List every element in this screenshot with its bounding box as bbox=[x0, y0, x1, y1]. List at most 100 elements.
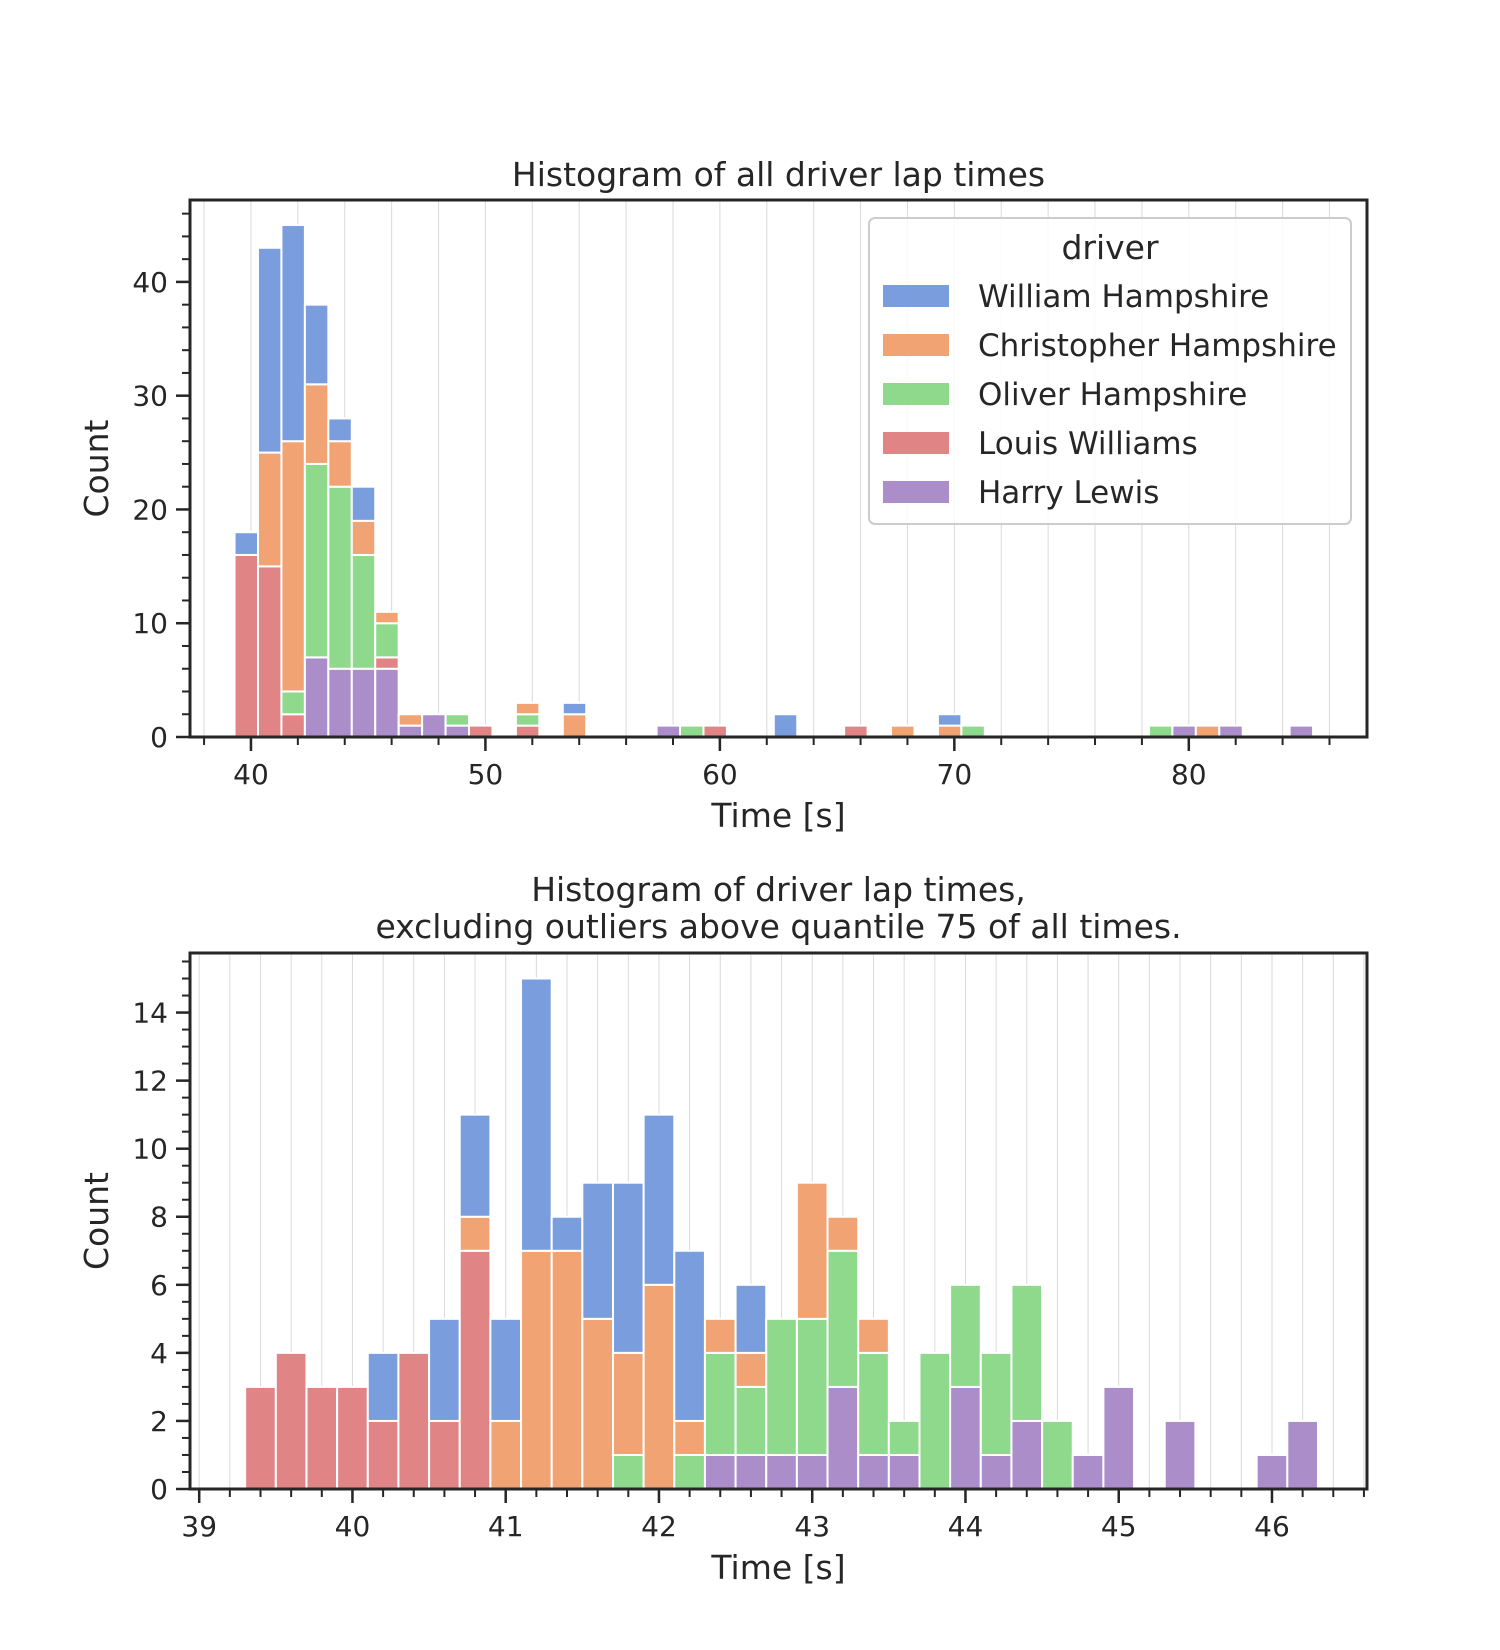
y-tick-label: 10 bbox=[132, 1133, 168, 1166]
legend-title: driver bbox=[1061, 228, 1159, 267]
bar-william-hampshire bbox=[936, 713, 963, 727]
y-axis-label: Count bbox=[77, 1172, 116, 1270]
x-tick-label: 40 bbox=[335, 1510, 371, 1543]
bar-william-hampshire bbox=[489, 1317, 523, 1422]
bar-louis-williams bbox=[256, 565, 283, 738]
x-tick-label: 50 bbox=[468, 758, 504, 791]
bar-william-hampshire bbox=[642, 1113, 676, 1286]
bar-louis-williams bbox=[366, 1419, 400, 1491]
bar-harry-lewis bbox=[1288, 724, 1315, 738]
bar-oliver-hampshire bbox=[857, 1351, 890, 1456]
axes-frame bbox=[188, 951, 1369, 1491]
x-tick-label: 60 bbox=[702, 758, 738, 791]
y-tick-label: 0 bbox=[150, 721, 168, 754]
bar-harry-lewis bbox=[887, 1453, 921, 1491]
x-tick-label: 43 bbox=[794, 1510, 830, 1543]
bar-louis-williams bbox=[244, 1385, 277, 1491]
bar-oliver-hampshire bbox=[1010, 1283, 1044, 1422]
y-tick-label: 40 bbox=[132, 266, 168, 299]
bar-harry-lewis bbox=[703, 1453, 737, 1491]
bar-christopher-hampshire bbox=[489, 1419, 523, 1491]
bar-louis-williams bbox=[274, 1351, 308, 1491]
y-tick-label: 4 bbox=[150, 1337, 168, 1370]
bar-christopher-hampshire bbox=[890, 724, 916, 738]
bar-christopher-hampshire bbox=[458, 1215, 492, 1252]
bar-oliver-hampshire bbox=[960, 724, 986, 738]
bar-louis-williams bbox=[843, 724, 869, 738]
y-tick-label: 30 bbox=[132, 380, 168, 413]
bar-harry-lewis bbox=[327, 667, 353, 739]
bar-louis-williams bbox=[702, 724, 728, 738]
y-tick-label: 20 bbox=[132, 493, 168, 526]
bar-louis-williams bbox=[397, 1351, 431, 1491]
bar-harry-lewis bbox=[350, 667, 377, 739]
bar-william-hampshire bbox=[581, 1181, 614, 1320]
bar-christopher-hampshire bbox=[397, 713, 424, 727]
bar-william-hampshire bbox=[303, 303, 330, 386]
x-tick-label: 40 bbox=[233, 758, 269, 791]
x-tick-label: 46 bbox=[1254, 1510, 1290, 1543]
bar-louis-williams bbox=[336, 1385, 369, 1491]
bar-harry-lewis bbox=[1286, 1419, 1319, 1491]
bar-william-hampshire bbox=[550, 1215, 584, 1252]
bar-oliver-hampshire bbox=[795, 1317, 829, 1456]
bar-christopher-hampshire bbox=[642, 1283, 676, 1491]
legend-box bbox=[868, 217, 1352, 525]
x-tick-label: 45 bbox=[1101, 1510, 1137, 1543]
y-tick-label: 8 bbox=[150, 1201, 168, 1234]
bar-christopher-hampshire bbox=[734, 1351, 768, 1388]
bar-christopher-hampshire bbox=[561, 713, 588, 739]
y-tick-label: 10 bbox=[132, 607, 168, 640]
bar-oliver-hampshire bbox=[327, 485, 353, 670]
bar-harry-lewis bbox=[979, 1453, 1013, 1491]
bar-harry-lewis bbox=[303, 656, 330, 738]
x-tick-label: 70 bbox=[937, 758, 973, 791]
bar-oliver-hampshire bbox=[444, 713, 471, 727]
x-tick-label: 39 bbox=[181, 1510, 217, 1543]
bar-christopher-hampshire bbox=[611, 1351, 645, 1456]
bar-oliver-hampshire bbox=[765, 1317, 798, 1456]
x-tick-label: 44 bbox=[948, 1510, 984, 1543]
bar-oliver-hampshire bbox=[303, 462, 330, 659]
bar-william-hampshire bbox=[561, 701, 588, 716]
bar-william-hampshire bbox=[366, 1351, 400, 1422]
bar-harry-lewis bbox=[1218, 724, 1244, 738]
legend-swatch-harry-lewis bbox=[883, 481, 949, 503]
bar-christopher-hampshire bbox=[303, 383, 330, 465]
bar-christopher-hampshire bbox=[520, 1249, 553, 1491]
bar-harry-lewis bbox=[1010, 1419, 1044, 1491]
bar-harry-lewis bbox=[444, 724, 471, 738]
legend-entry-oliver-hampshire: Oliver Hampshire bbox=[978, 377, 1247, 413]
bar-oliver-hampshire bbox=[1147, 724, 1174, 738]
bar-louis-williams bbox=[374, 656, 400, 670]
y-tick-label: 6 bbox=[150, 1269, 168, 1302]
bar-harry-lewis bbox=[1163, 1419, 1197, 1491]
bar-harry-lewis bbox=[1071, 1453, 1105, 1491]
legend-entry-christopher-hampshire: Christopher Hampshire bbox=[978, 328, 1337, 364]
bar-oliver-hampshire bbox=[826, 1249, 860, 1388]
bar-harry-lewis bbox=[1255, 1453, 1289, 1491]
bar-harry-lewis bbox=[795, 1453, 829, 1491]
x-tick-label: 80 bbox=[1171, 758, 1207, 791]
bar-louis-williams bbox=[514, 724, 541, 738]
bar-louis-williams bbox=[468, 724, 494, 738]
bar-william-hampshire bbox=[350, 485, 377, 522]
bar-harry-lewis bbox=[734, 1453, 768, 1491]
bar-christopher-hampshire bbox=[703, 1317, 737, 1354]
bar-oliver-hampshire bbox=[679, 724, 705, 738]
bar-oliver-hampshire bbox=[918, 1351, 952, 1491]
y-tick-label: 0 bbox=[150, 1473, 168, 1506]
chart-title: Histogram of driver lap times, bbox=[531, 870, 1026, 909]
bar-harry-lewis bbox=[857, 1453, 890, 1491]
x-tick-label: 41 bbox=[488, 1510, 524, 1543]
y-tick-label: 14 bbox=[132, 997, 168, 1030]
legend-entry-louis-williams: Louis Williams bbox=[978, 426, 1198, 462]
bar-christopher-hampshire bbox=[350, 519, 377, 556]
bar-oliver-hampshire bbox=[611, 1453, 645, 1491]
axes-frame bbox=[188, 198, 1369, 739]
bar-louis-williams bbox=[233, 553, 259, 739]
bar-christopher-hampshire bbox=[826, 1215, 860, 1252]
bar-harry-lewis bbox=[374, 667, 400, 739]
bar-harry-lewis bbox=[1171, 724, 1197, 738]
